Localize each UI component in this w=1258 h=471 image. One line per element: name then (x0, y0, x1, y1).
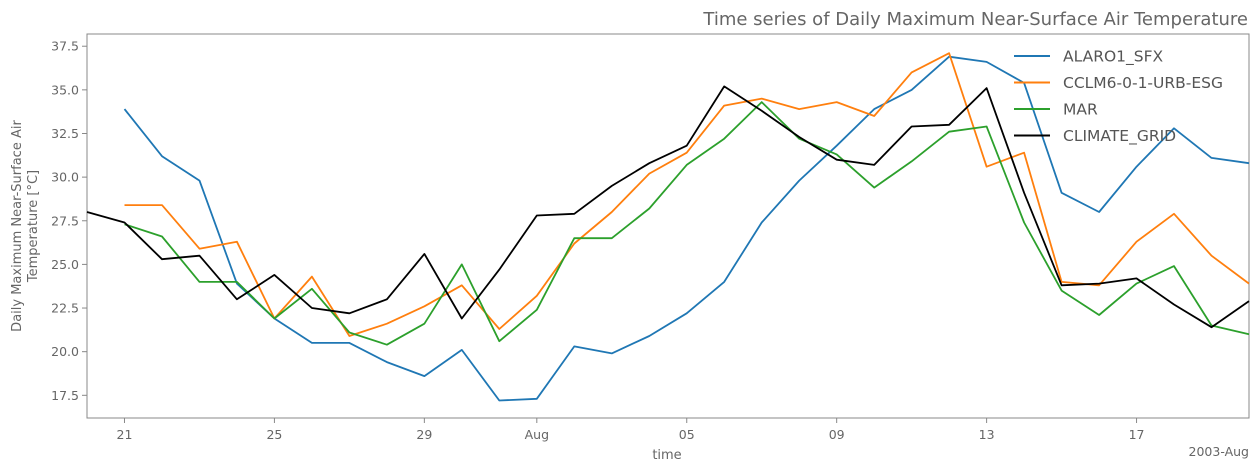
legend-label-cclm6-0-1-urb-esg: CCLM6-0-1-URB-ESG (1063, 74, 1223, 92)
x-axis-offset-label: 2003-Aug (1189, 444, 1249, 459)
y-tick-label: 37.5 (51, 39, 79, 54)
legend-label-mar: MAR (1063, 101, 1098, 119)
y-tick-label: 22.5 (51, 301, 79, 316)
series-line-mar (124, 101, 1250, 346)
y-tick-label: 20.0 (51, 344, 79, 359)
y-tick-label: 35.0 (51, 82, 79, 97)
legend: ALARO1_SFX CCLM6-0-1-URB-ESG MAR CLIMATE_GR… (1014, 48, 1223, 146)
x-tick-label: 17 (1129, 427, 1145, 442)
series-line-climate-grid (86, 85, 1250, 329)
x-tick-label: 13 (979, 427, 995, 442)
series-line-cclm6-0-1-urb-esg (124, 52, 1250, 337)
legend-label-alaro1-sfx: ALARO1_SFX (1063, 48, 1164, 67)
y-tick-label: 25.0 (51, 257, 79, 272)
legend-label-climate-grid: CLIMATE_GRID (1063, 127, 1176, 146)
series-line-alaro1-sfx (123, 55, 1250, 402)
x-tick-label: 29 (416, 427, 432, 442)
x-tick-label: Aug (525, 427, 549, 442)
plot-area (86, 33, 1250, 419)
x-tick-label: 21 (117, 427, 133, 442)
x-tick-label: 25 (266, 427, 282, 442)
x-axis: 21 25 29 Aug 05 09 13 17 (117, 418, 1145, 442)
x-axis-label: time (652, 448, 681, 463)
y-tick-label: 17.5 (51, 388, 79, 403)
series-lines (86, 52, 1250, 402)
y-axis-label-line-2: Temperature [°C] (26, 170, 41, 283)
plot-frame (86, 33, 1250, 419)
y-tick-label: 27.5 (51, 213, 79, 228)
y-axis: 17.5 20.0 22.5 25.0 27.5 30.0 32.5 35.0 37.5 (51, 39, 87, 403)
chart-title: Time series of Daily Maximum Near-Surfac… (702, 9, 1248, 30)
y-axis-label-line-1: Daily Maximum Near-Surface Air (10, 120, 25, 332)
y-tick-label: 30.0 (51, 170, 79, 185)
x-tick-label: 05 (679, 427, 695, 442)
x-tick-label: 09 (829, 427, 845, 442)
y-tick-label: 32.5 (51, 126, 79, 141)
